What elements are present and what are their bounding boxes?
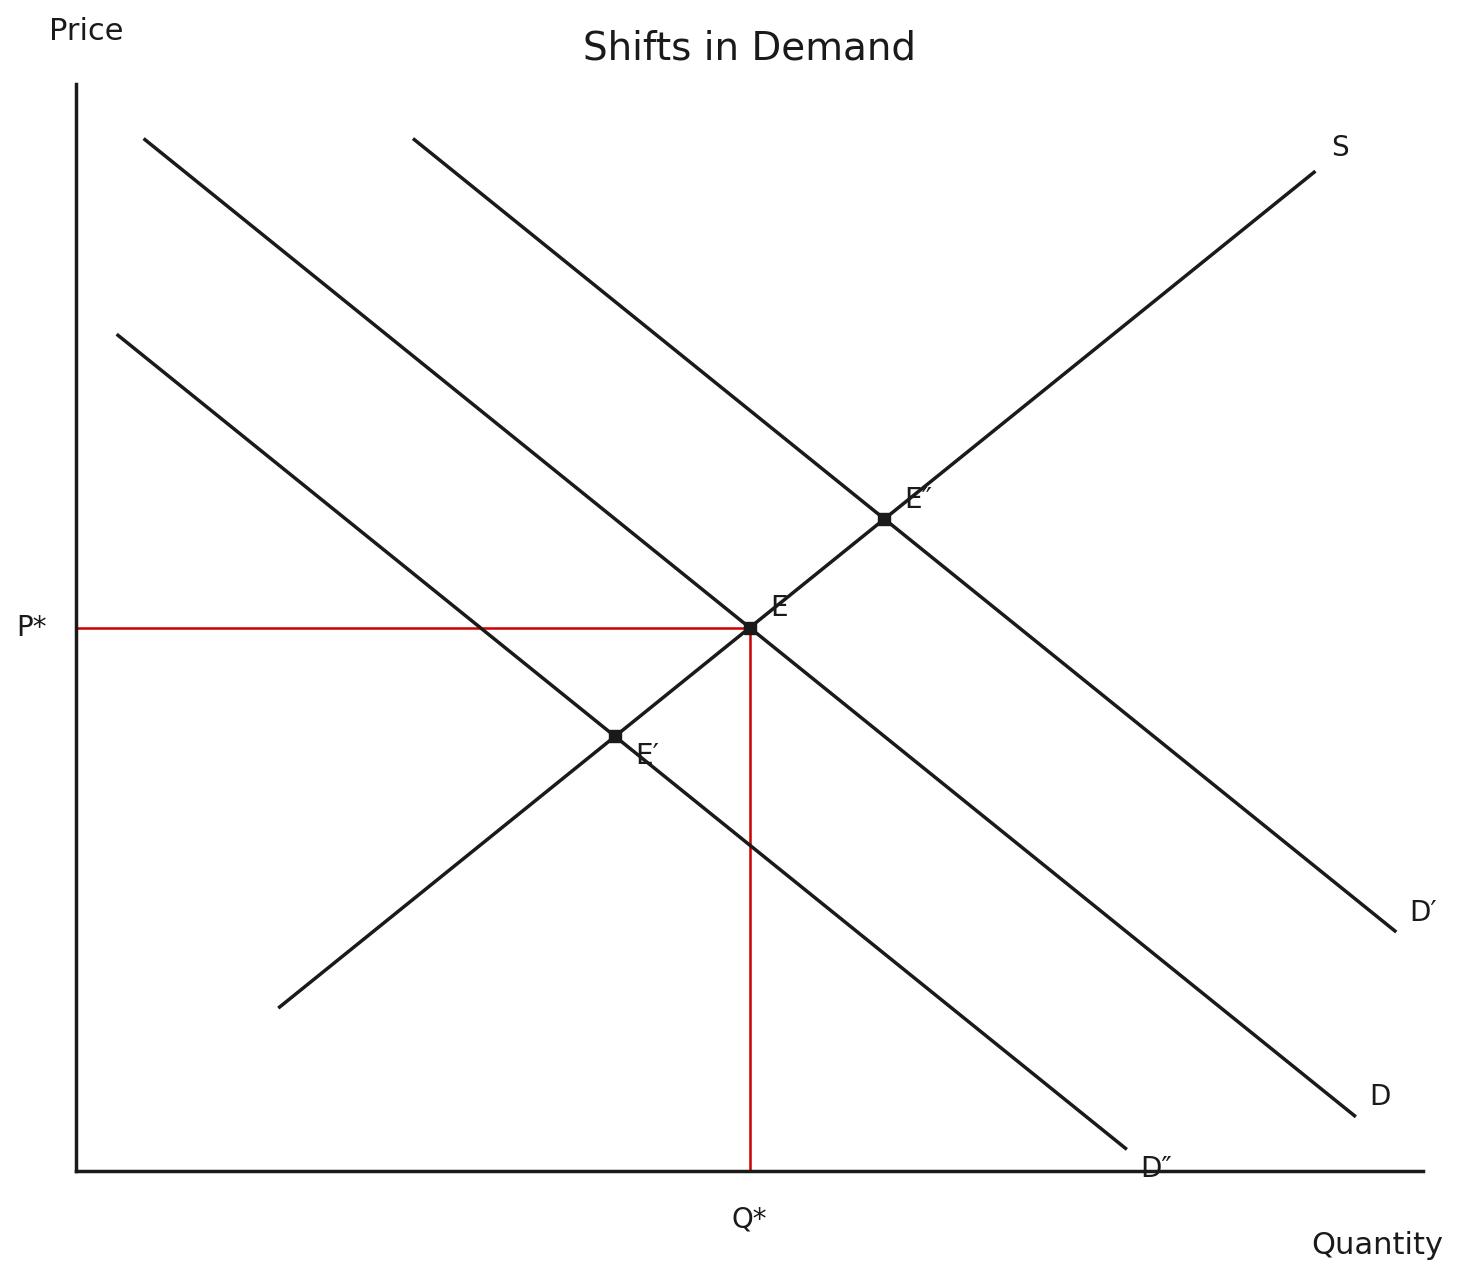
Text: D″: D″ [1141,1155,1172,1183]
Text: Price: Price [50,17,124,46]
Text: Q*: Q* [732,1206,767,1234]
Text: P*: P* [16,613,47,641]
Text: S: S [1331,134,1349,162]
Title: Shifts in Demand: Shifts in Demand [583,29,916,68]
Text: E: E [770,594,787,622]
Text: D: D [1369,1084,1391,1112]
Text: Quantity: Quantity [1312,1230,1443,1260]
Text: E″: E″ [904,486,932,514]
Text: E′: E′ [636,742,659,770]
Text: D′: D′ [1410,899,1438,927]
